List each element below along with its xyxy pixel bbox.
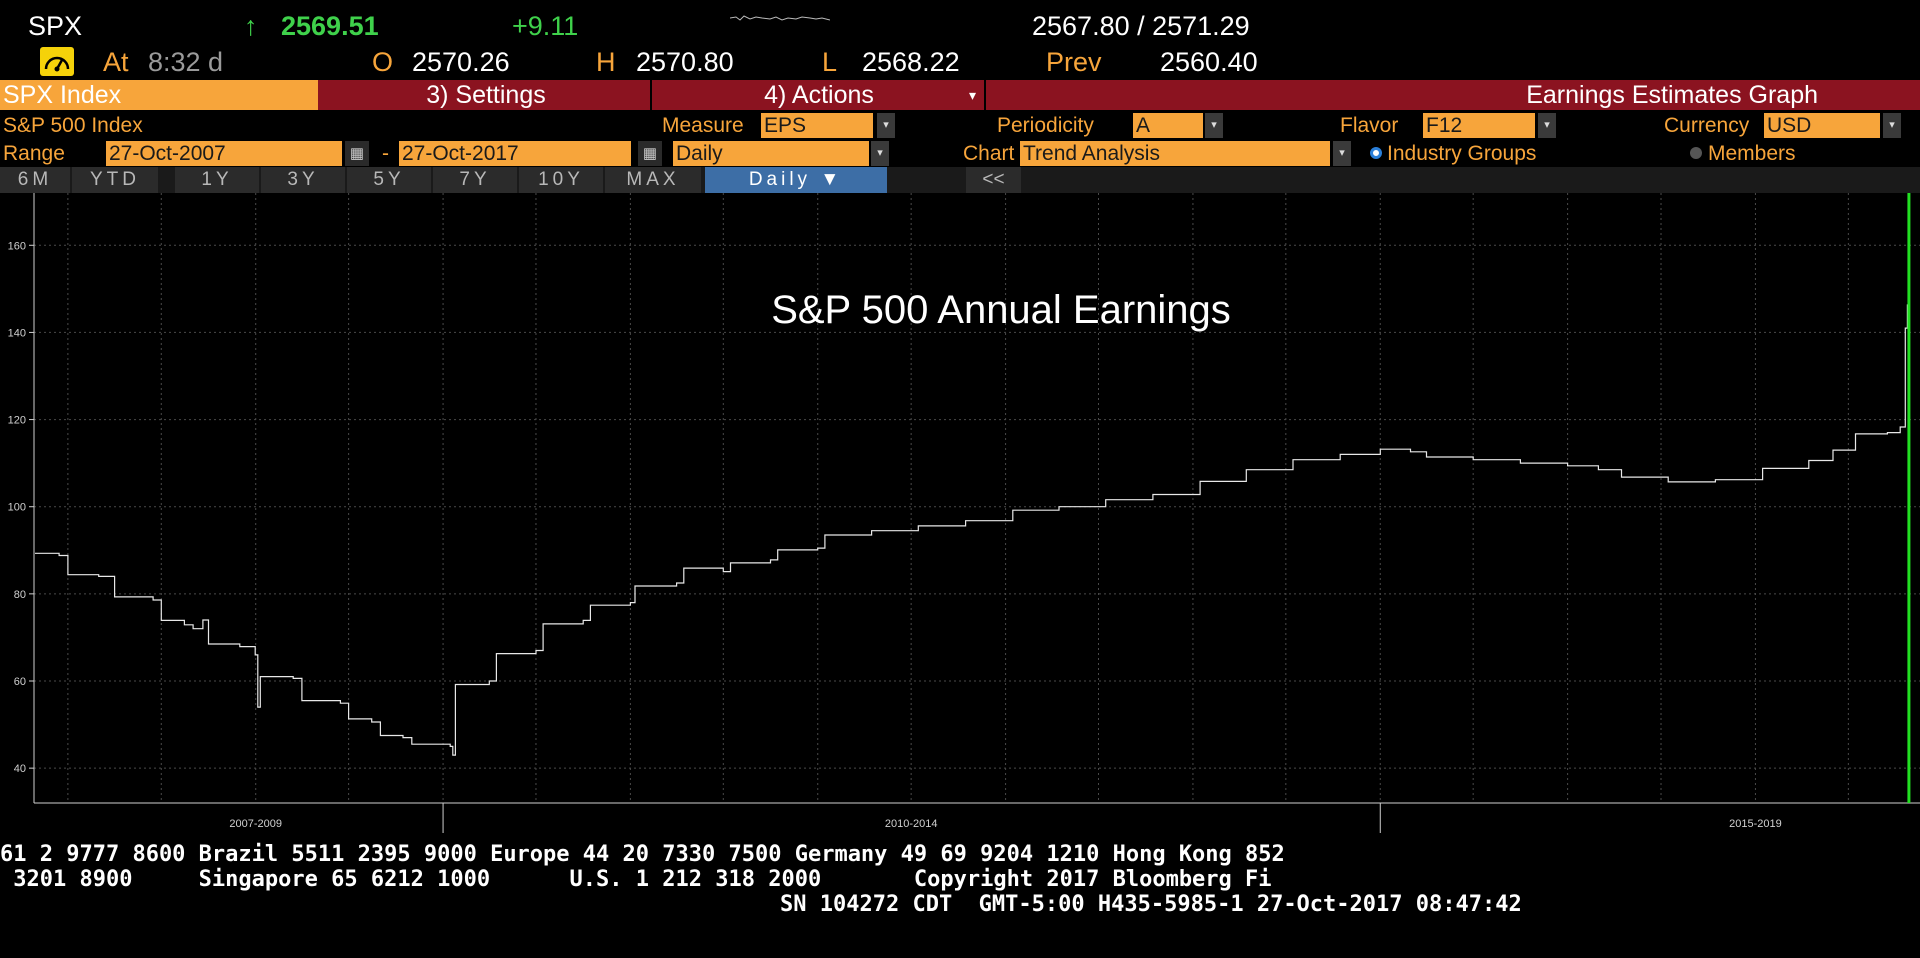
eps-series-line — [35, 240, 1909, 756]
footer-contacts-line2: 3201 8900 Singapore 65 6212 1000 U.S. 1 … — [0, 867, 1272, 892]
function-menubar: SPX Index 3) Settings 4) Actions ▾ Earni… — [0, 80, 1920, 110]
intraday-sparkline — [730, 15, 830, 21]
currency-select[interactable]: USD — [1764, 113, 1880, 138]
measure-label: Measure — [662, 114, 744, 137]
range-7y-button[interactable]: 7Y — [433, 167, 517, 193]
chart-grid — [34, 193, 1920, 833]
periodicity-dropdown-icon[interactable]: ▾ — [1205, 113, 1223, 138]
at-label: At — [103, 47, 129, 77]
actions-menu-label: 4) Actions — [764, 81, 874, 109]
range-button-bar: 6M YTD 1Y 3Y 5Y 7Y 10Y MAX Daily ▼ << — [0, 167, 1920, 193]
chevron-down-icon: ▾ — [968, 87, 976, 103]
range-5y-button[interactable]: 5Y — [347, 167, 431, 193]
currency-label: Currency — [1664, 114, 1750, 137]
settings-menu-label: 3) Settings — [426, 81, 546, 109]
gauge-icon[interactable] — [40, 47, 74, 76]
x-period-label: 2007-2009 — [229, 818, 282, 830]
y-tick-label: 40 — [14, 763, 26, 775]
y-tick-labels: 40 60 80 100 120 140 160 — [8, 240, 34, 775]
x-period-label: 2010-2014 — [885, 818, 938, 830]
range-end-field[interactable]: 27-Oct-2017 — [399, 141, 631, 166]
screen-title: Earnings Estimates Graph — [1526, 81, 1818, 109]
measure-dropdown-icon[interactable]: ▾ — [877, 113, 895, 138]
low-label: L — [822, 47, 838, 77]
x-period-label: 2015-2019 — [1729, 818, 1782, 830]
low-price: 2568.22 — [862, 47, 960, 77]
last-price: 2569.51 — [281, 11, 379, 41]
footer-contacts-line1: 61 2 9777 8600 Brazil 5511 2395 9000 Eur… — [0, 842, 1285, 867]
industry-groups-radio[interactable] — [1370, 147, 1382, 159]
earnings-chart[interactable]: 40 60 80 100 120 140 160 2007-2009 2010-2014 201… — [0, 193, 1920, 840]
prev-label: Prev — [1046, 47, 1102, 77]
flavor-select[interactable]: F12 — [1423, 113, 1535, 138]
footer-session-info: SN 104272 CDT GMT-5:00 H435-5985-1 27-Oc… — [780, 892, 1522, 917]
high-price: 2570.80 — [636, 47, 734, 77]
frequency-daily-button[interactable]: Daily ▼ — [705, 167, 887, 193]
members-radio[interactable] — [1690, 147, 1702, 159]
range-label: Range — [3, 142, 65, 165]
range-max-button[interactable]: MAX — [605, 167, 701, 193]
chart-title: S&P 500 Annual Earnings — [771, 288, 1231, 332]
x-period-labels: 2007-2009 2010-2014 2015-2019 — [229, 818, 1781, 830]
range-3y-button[interactable]: 3Y — [261, 167, 345, 193]
chart-type-select[interactable]: Trend Analysis — [1020, 141, 1330, 166]
range-ytd-button[interactable]: YTD — [72, 167, 158, 193]
y-tick-label: 140 — [8, 327, 26, 339]
frequency-dropdown-icon[interactable]: ▾ — [871, 141, 889, 166]
periodicity-label: Periodicity — [997, 114, 1094, 137]
open-label: O — [372, 47, 394, 77]
industry-groups-label: Industry Groups — [1387, 142, 1537, 165]
collapse-button[interactable]: << — [966, 167, 1021, 193]
calendar-icon[interactable]: ▦ — [345, 141, 369, 166]
security-field[interactable]: SPX Index — [0, 80, 318, 110]
open-price: 2570.26 — [412, 47, 510, 77]
y-tick-label: 100 — [8, 502, 26, 514]
calendar-icon[interactable]: ▦ — [638, 141, 662, 166]
up-arrow-icon: ↑ — [244, 11, 258, 41]
y-tick-label: 80 — [14, 589, 26, 601]
y-tick-label: 120 — [8, 415, 26, 427]
chart-type-dropdown-icon[interactable]: ▾ — [1333, 141, 1351, 166]
range-start-field[interactable]: 27-Oct-2007 — [106, 141, 342, 166]
range-separator: - — [382, 142, 389, 165]
y-tick-label: 160 — [8, 240, 26, 252]
bid-ask: 2567.80 / 2571.29 — [1032, 11, 1250, 41]
frequency-select[interactable]: Daily — [673, 141, 869, 166]
prev-close: 2560.40 — [1160, 47, 1258, 77]
high-label: H — [596, 47, 616, 77]
actions-menu[interactable]: 4) Actions ▾ — [654, 80, 986, 110]
y-tick-label: 60 — [14, 676, 26, 688]
ticker-symbol: SPX — [28, 11, 83, 41]
price-change: +9.11 — [512, 11, 579, 41]
settings-menu[interactable]: 3) Settings — [322, 80, 652, 110]
flavor-dropdown-icon[interactable]: ▾ — [1538, 113, 1556, 138]
range-1y-button[interactable]: 1Y — [175, 167, 259, 193]
flavor-label: Flavor — [1340, 114, 1399, 137]
measure-select[interactable]: EPS — [761, 113, 873, 138]
range-10y-button[interactable]: 10Y — [519, 167, 603, 193]
members-label: Members — [1708, 142, 1796, 165]
security-name: S&P 500 Index — [3, 114, 143, 137]
currency-dropdown-icon[interactable]: ▾ — [1883, 113, 1901, 138]
range-6m-button[interactable]: 6M — [0, 167, 70, 193]
quote-time: 8:32 d — [148, 47, 224, 77]
chart-label: Chart — [963, 142, 1015, 165]
periodicity-select[interactable]: A — [1133, 113, 1203, 138]
